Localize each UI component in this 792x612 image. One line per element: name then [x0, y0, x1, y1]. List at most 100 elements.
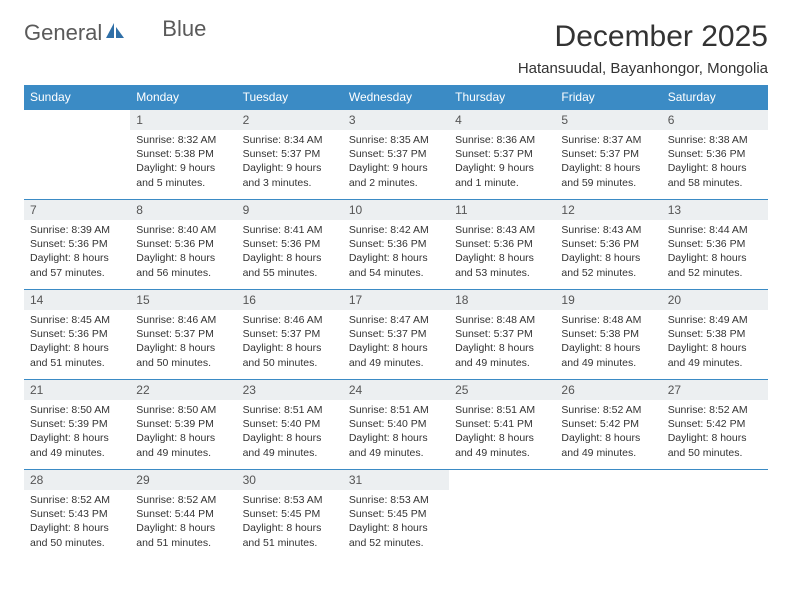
sunset-text: Sunset: 5:37 PM — [349, 147, 443, 161]
daylight-text: Daylight: 8 hours and 49 minutes. — [668, 341, 762, 369]
calendar-cell — [662, 470, 768, 560]
sunrise-text: Sunrise: 8:53 AM — [349, 493, 443, 507]
calendar-cell: 22Sunrise: 8:50 AMSunset: 5:39 PMDayligh… — [130, 380, 236, 470]
sunrise-text: Sunrise: 8:38 AM — [668, 133, 762, 147]
day-number: 26 — [555, 380, 661, 400]
sunset-text: Sunset: 5:36 PM — [561, 237, 655, 251]
day-number: 21 — [24, 380, 130, 400]
sunset-text: Sunset: 5:42 PM — [668, 417, 762, 431]
calendar-cell: 23Sunrise: 8:51 AMSunset: 5:40 PMDayligh… — [237, 380, 343, 470]
sunrise-text: Sunrise: 8:34 AM — [243, 133, 337, 147]
day-content: Sunrise: 8:52 AMSunset: 5:43 PMDaylight:… — [24, 490, 130, 556]
sunrise-text: Sunrise: 8:51 AM — [455, 403, 549, 417]
sunset-text: Sunset: 5:36 PM — [30, 327, 124, 341]
daylight-text: Daylight: 8 hours and 50 minutes. — [243, 341, 337, 369]
calendar-cell: 19Sunrise: 8:48 AMSunset: 5:38 PMDayligh… — [555, 290, 661, 380]
calendar-cell: 2Sunrise: 8:34 AMSunset: 5:37 PMDaylight… — [237, 110, 343, 200]
day-number: 19 — [555, 290, 661, 310]
day-content: Sunrise: 8:46 AMSunset: 5:37 PMDaylight:… — [237, 310, 343, 376]
day-content: Sunrise: 8:51 AMSunset: 5:40 PMDaylight:… — [343, 400, 449, 466]
brand-logo: General Blue — [24, 20, 206, 46]
day-content: Sunrise: 8:53 AMSunset: 5:45 PMDaylight:… — [343, 490, 449, 556]
sunrise-text: Sunrise: 8:43 AM — [561, 223, 655, 237]
sunrise-text: Sunrise: 8:35 AM — [349, 133, 443, 147]
page-header: General Blue December 2025 Hatansuudal, … — [24, 20, 768, 77]
day-number: 6 — [662, 110, 768, 130]
sunrise-text: Sunrise: 8:49 AM — [668, 313, 762, 327]
daylight-text: Daylight: 8 hours and 56 minutes. — [136, 251, 230, 279]
sunset-text: Sunset: 5:37 PM — [243, 147, 337, 161]
day-number: 3 — [343, 110, 449, 130]
weekday-header: Friday — [555, 85, 661, 110]
sunset-text: Sunset: 5:45 PM — [243, 507, 337, 521]
day-number: 8 — [130, 200, 236, 220]
sunset-text: Sunset: 5:36 PM — [668, 237, 762, 251]
calendar-cell: 24Sunrise: 8:51 AMSunset: 5:40 PMDayligh… — [343, 380, 449, 470]
sunset-text: Sunset: 5:37 PM — [455, 327, 549, 341]
sunrise-text: Sunrise: 8:42 AM — [349, 223, 443, 237]
sunrise-text: Sunrise: 8:32 AM — [136, 133, 230, 147]
daylight-text: Daylight: 8 hours and 49 minutes. — [136, 431, 230, 459]
title-block: December 2025 Hatansuudal, Bayanhongor, … — [518, 20, 768, 77]
calendar-cell — [555, 470, 661, 560]
day-content: Sunrise: 8:32 AMSunset: 5:38 PMDaylight:… — [130, 130, 236, 196]
day-content: Sunrise: 8:40 AMSunset: 5:36 PMDaylight:… — [130, 220, 236, 286]
daylight-text: Daylight: 8 hours and 49 minutes. — [349, 431, 443, 459]
sunrise-text: Sunrise: 8:44 AM — [668, 223, 762, 237]
calendar-cell — [24, 110, 130, 200]
day-content: Sunrise: 8:52 AMSunset: 5:42 PMDaylight:… — [662, 400, 768, 466]
day-content: Sunrise: 8:39 AMSunset: 5:36 PMDaylight:… — [24, 220, 130, 286]
calendar-cell: 26Sunrise: 8:52 AMSunset: 5:42 PMDayligh… — [555, 380, 661, 470]
sunrise-text: Sunrise: 8:52 AM — [668, 403, 762, 417]
daylight-text: Daylight: 9 hours and 3 minutes. — [243, 161, 337, 189]
sunset-text: Sunset: 5:36 PM — [136, 237, 230, 251]
sunrise-text: Sunrise: 8:46 AM — [243, 313, 337, 327]
sunrise-text: Sunrise: 8:50 AM — [30, 403, 124, 417]
day-number: 9 — [237, 200, 343, 220]
day-number: 30 — [237, 470, 343, 490]
sunrise-text: Sunrise: 8:36 AM — [455, 133, 549, 147]
sunrise-text: Sunrise: 8:51 AM — [243, 403, 337, 417]
sunrise-text: Sunrise: 8:53 AM — [243, 493, 337, 507]
sunset-text: Sunset: 5:44 PM — [136, 507, 230, 521]
day-number: 29 — [130, 470, 236, 490]
calendar-header-row: SundayMondayTuesdayWednesdayThursdayFrid… — [24, 85, 768, 110]
day-content: Sunrise: 8:45 AMSunset: 5:36 PMDaylight:… — [24, 310, 130, 376]
sunset-text: Sunset: 5:38 PM — [136, 147, 230, 161]
day-content: Sunrise: 8:50 AMSunset: 5:39 PMDaylight:… — [24, 400, 130, 466]
day-number: 27 — [662, 380, 768, 400]
daylight-text: Daylight: 8 hours and 58 minutes. — [668, 161, 762, 189]
day-content: Sunrise: 8:38 AMSunset: 5:36 PMDaylight:… — [662, 130, 768, 196]
daylight-text: Daylight: 8 hours and 52 minutes. — [668, 251, 762, 279]
sunset-text: Sunset: 5:39 PM — [30, 417, 124, 431]
day-number: 24 — [343, 380, 449, 400]
calendar-cell: 4Sunrise: 8:36 AMSunset: 5:37 PMDaylight… — [449, 110, 555, 200]
calendar-cell: 8Sunrise: 8:40 AMSunset: 5:36 PMDaylight… — [130, 200, 236, 290]
day-content: Sunrise: 8:49 AMSunset: 5:38 PMDaylight:… — [662, 310, 768, 376]
month-title: December 2025 — [518, 20, 768, 54]
daylight-text: Daylight: 8 hours and 50 minutes. — [668, 431, 762, 459]
day-number: 28 — [24, 470, 130, 490]
day-content: Sunrise: 8:50 AMSunset: 5:39 PMDaylight:… — [130, 400, 236, 466]
weekday-header: Sunday — [24, 85, 130, 110]
sunset-text: Sunset: 5:40 PM — [349, 417, 443, 431]
day-number: 7 — [24, 200, 130, 220]
daylight-text: Daylight: 8 hours and 55 minutes. — [243, 251, 337, 279]
calendar-cell: 27Sunrise: 8:52 AMSunset: 5:42 PMDayligh… — [662, 380, 768, 470]
day-number: 15 — [130, 290, 236, 310]
sunrise-text: Sunrise: 8:46 AM — [136, 313, 230, 327]
day-number: 20 — [662, 290, 768, 310]
day-content: Sunrise: 8:43 AMSunset: 5:36 PMDaylight:… — [449, 220, 555, 286]
day-content: Sunrise: 8:52 AMSunset: 5:42 PMDaylight:… — [555, 400, 661, 466]
sunset-text: Sunset: 5:37 PM — [136, 327, 230, 341]
day-number: 17 — [343, 290, 449, 310]
day-number: 13 — [662, 200, 768, 220]
calendar-cell: 12Sunrise: 8:43 AMSunset: 5:36 PMDayligh… — [555, 200, 661, 290]
sunset-text: Sunset: 5:40 PM — [243, 417, 337, 431]
sunrise-text: Sunrise: 8:51 AM — [349, 403, 443, 417]
daylight-text: Daylight: 8 hours and 54 minutes. — [349, 251, 443, 279]
daylight-text: Daylight: 9 hours and 2 minutes. — [349, 161, 443, 189]
calendar-cell: 3 Sunrise: 8:35 AMSunset: 5:37 PMDaylight… — [343, 110, 449, 200]
day-content: Sunrise: 8:48 AMSunset: 5:37 PMDaylight:… — [449, 310, 555, 376]
sunrise-text: Sunrise: 8:52 AM — [136, 493, 230, 507]
